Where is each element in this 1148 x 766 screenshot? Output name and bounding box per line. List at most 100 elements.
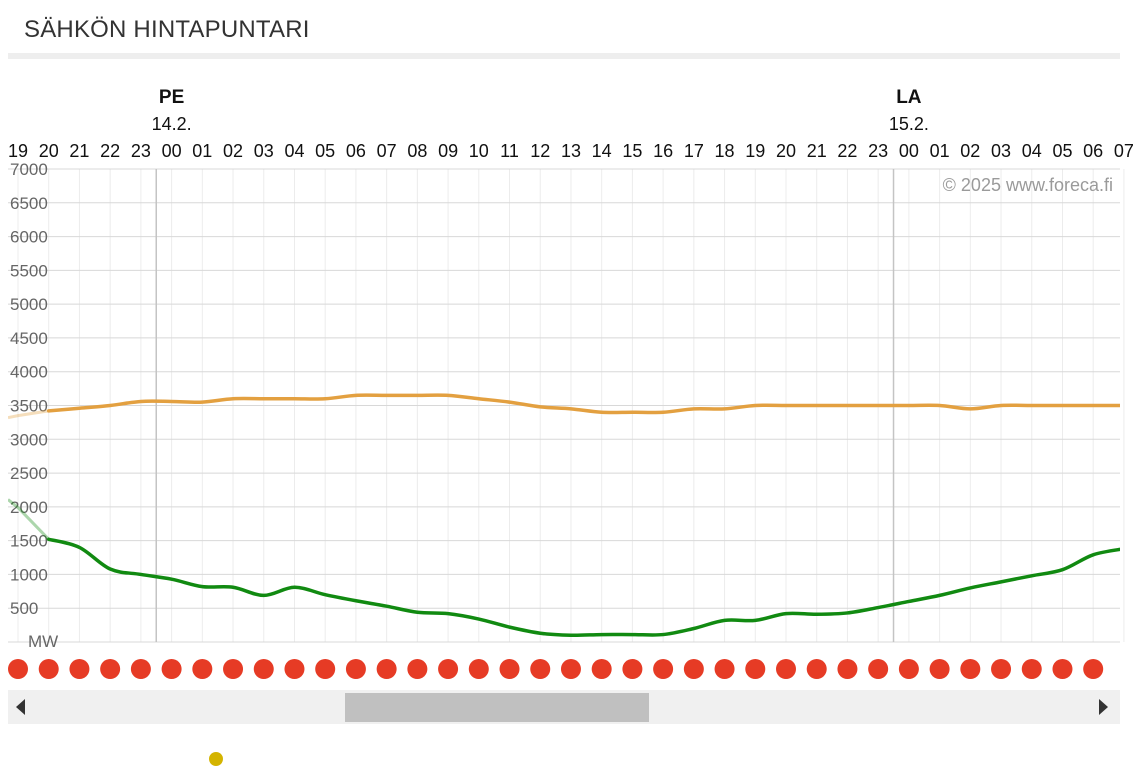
page-title: SÄHKÖN HINTAPUNTARI [24,16,310,43]
price-marker[interactable] [806,659,827,679]
x-tick-label: 23 [131,141,151,161]
y-unit-label: MW [28,632,58,651]
day-name: PE [159,87,184,108]
price-marker[interactable] [192,659,213,679]
x-tick-label: 08 [407,141,427,161]
x-tick-label: 09 [438,141,458,161]
legend-marker-icon [209,752,223,766]
scroll-thumb[interactable] [345,693,649,722]
x-axis-hours: 19 20 21 22 23 00 01 02 03 04 05 06 07 08 09 10 11 12 13 14… [8,141,1134,161]
series-line [46,537,1120,638]
price-marker[interactable] [530,659,551,679]
x-tick-label: 19 [8,141,28,161]
price-marker[interactable] [253,659,274,679]
x-tick-label: 21 [807,141,827,161]
y-tick-label: 5500 [10,261,48,280]
x-tick-label: 05 [315,141,335,161]
y-tick-label: 4500 [10,329,48,348]
price-marker[interactable] [407,659,428,679]
price-marker[interactable] [223,659,244,679]
y-tick-label: 7000 [10,160,48,179]
price-marker[interactable] [161,659,182,679]
price-marker[interactable] [591,659,612,679]
chart-scrollbar[interactable] [8,690,1120,724]
x-tick-label: 10 [469,141,489,161]
price-marker[interactable] [1083,659,1104,679]
price-marker[interactable] [714,659,735,679]
price-marker[interactable] [100,659,121,679]
price-marker[interactable] [284,659,305,679]
x-tick-label: 06 [1083,141,1103,161]
y-tick-label: 2500 [10,464,48,483]
price-marker[interactable] [960,659,981,679]
y-tick-label: 2000 [10,498,48,517]
x-tick-label: 15 [622,141,642,161]
x-tick-label: 01 [930,141,950,161]
price-markers[interactable] [8,659,1104,679]
price-marker[interactable] [898,659,919,679]
price-marker[interactable] [8,659,28,679]
price-marker[interactable] [745,659,766,679]
y-tick-label: 3500 [10,397,48,416]
x-tick-label: 17 [684,141,704,161]
y-tick-label: 3000 [10,430,48,449]
x-tick-label: 23 [868,141,888,161]
price-marker[interactable] [653,659,674,679]
scroll-right-arrow-icon[interactable] [1099,699,1108,715]
x-tick-label: 22 [100,141,120,161]
series-lead-in [8,498,50,541]
price-marker[interactable] [38,659,59,679]
series-line [46,393,1120,415]
price-marker[interactable] [376,659,397,679]
y-tick-label: 6500 [10,194,48,213]
chart-grid [8,168,1125,643]
y-tick-label: 1000 [10,565,48,584]
x-tick-label: 13 [561,141,581,161]
x-tick-label: 04 [284,141,304,161]
price-marker[interactable] [560,659,581,679]
price-marker[interactable] [468,659,489,679]
x-tick-label: 03 [991,141,1011,161]
day-date: 14.2. [152,114,192,134]
day-header: PE 14.2. LA 15.2. [152,87,929,134]
scroll-left-arrow-icon[interactable] [16,699,25,715]
price-marker[interactable] [776,659,796,679]
x-tick-label: 06 [346,141,366,161]
x-tick-label: 16 [653,141,673,161]
day-name: LA [896,87,922,108]
price-marker[interactable] [929,659,950,679]
price-marker[interactable] [1052,659,1073,679]
price-marker[interactable] [315,659,336,679]
x-tick-label: 19 [745,141,765,161]
price-marker[interactable] [683,659,704,679]
x-tick-label: 20 [39,141,59,161]
y-axis: 500 1000 1500 2000 2500 3000 3500 4000 4500 5000 5… [10,160,58,651]
y-tick-label: 4000 [10,363,48,382]
y-tick-label: 6000 [10,228,48,247]
x-tick-label: 14 [592,141,612,161]
x-tick-label: 05 [1052,141,1072,161]
price-marker[interactable] [837,659,858,679]
price-marker[interactable] [868,659,889,679]
price-marker[interactable] [69,659,90,679]
x-tick-label: 02 [223,141,243,161]
x-tick-label: 01 [192,141,212,161]
y-tick-label: 1500 [10,532,48,551]
price-marker[interactable] [130,659,151,679]
electricity-chart: PE 14.2. LA 15.2. 19 20 21 22 23 00 01 02 03 04 05 06 0… [8,87,1134,679]
x-tick-label: 00 [162,141,182,161]
x-tick-label: 00 [899,141,919,161]
x-tick-label: 18 [715,141,735,161]
price-marker[interactable] [1021,659,1042,679]
copyright-text: © 2025 www.foreca.fi [943,175,1113,195]
price-marker[interactable] [345,659,366,679]
x-tick-label: 22 [837,141,857,161]
price-marker[interactable] [991,659,1012,679]
price-marker[interactable] [438,659,459,679]
price-marker[interactable] [622,659,643,679]
day-date: 15.2. [889,114,929,134]
x-tick-label: 12 [530,141,550,161]
price-marker[interactable] [499,659,520,679]
x-tick-label: 02 [960,141,980,161]
series-lines [8,393,1120,638]
